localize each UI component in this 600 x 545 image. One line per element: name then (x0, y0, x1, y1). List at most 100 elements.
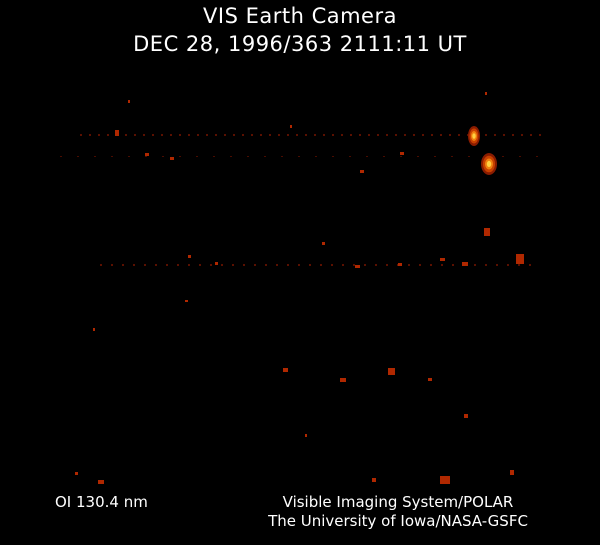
emission-speck (290, 125, 292, 128)
emission-speck (60, 156, 62, 157)
emission-speck (377, 134, 379, 136)
emission-speck (451, 156, 453, 157)
emission-speck (398, 263, 402, 266)
emission-speck (419, 264, 421, 266)
emission-speck (440, 476, 450, 484)
emission-speck (145, 156, 147, 157)
emission-speck (349, 156, 351, 157)
emission-speck (539, 134, 541, 136)
emission-speck (441, 264, 443, 266)
emission-speck (353, 264, 355, 266)
emission-speck (269, 134, 271, 136)
emission-speck (281, 156, 283, 157)
emission-speck (177, 264, 179, 266)
emission-speck (440, 134, 442, 136)
emission-speck (197, 134, 199, 136)
emission-speck (298, 264, 300, 266)
emission-speck (388, 368, 395, 375)
emission-speck (519, 156, 521, 157)
emission-speck (464, 414, 468, 418)
credit-line-1: Visible Imaging System/POLAR (282, 493, 514, 511)
emission-speck (115, 130, 119, 136)
bright-emission-spot (472, 133, 476, 139)
emission-speck (134, 134, 136, 136)
emission-speck (296, 134, 298, 136)
emission-speck (458, 134, 460, 136)
emission-speck (434, 156, 436, 157)
emission-speck (518, 264, 520, 266)
emission-speck (408, 264, 410, 266)
emission-speck (440, 258, 445, 261)
emission-speck (359, 134, 361, 136)
emission-speck (322, 242, 325, 245)
emission-speck (93, 328, 95, 331)
emission-speck (422, 134, 424, 136)
emission-speck (386, 264, 388, 266)
emission-speck (485, 92, 487, 95)
credit-line-2: The University of Iowa/NASA-GSFC (268, 512, 528, 530)
emission-speck (468, 156, 470, 157)
emission-speck (484, 228, 490, 236)
emission-speck (287, 264, 289, 266)
emission-speck (305, 134, 307, 136)
emission-speck (80, 134, 82, 136)
emission-speck (188, 255, 191, 258)
emission-speck (404, 134, 406, 136)
emission-speck (305, 434, 307, 437)
emission-speck (170, 157, 174, 160)
image-title: VIS Earth Camera (203, 4, 397, 28)
emission-speck (413, 134, 415, 136)
emission-speck (298, 156, 300, 157)
emission-speck (386, 134, 388, 136)
emission-speck (314, 134, 316, 136)
emission-speck (341, 134, 343, 136)
emission-speck (98, 134, 100, 136)
emission-speck (512, 134, 514, 136)
image-timestamp: DEC 28, 1996/363 2111:11 UT (133, 32, 467, 56)
emission-speck (199, 264, 201, 266)
filter-wavelength-label: OI 130.4 nm (55, 493, 148, 511)
emission-speck (315, 156, 317, 157)
emission-speck (400, 156, 402, 157)
emission-speck (452, 264, 454, 266)
emission-speck (516, 254, 524, 264)
emission-speck (170, 134, 172, 136)
emission-speck (265, 264, 267, 266)
emission-speck (368, 134, 370, 136)
emission-speck (496, 264, 498, 266)
emission-speck (474, 264, 476, 266)
emission-speck (360, 170, 364, 173)
emission-speck (143, 134, 145, 136)
emission-speck (400, 152, 404, 155)
emission-speck (215, 262, 218, 265)
emission-speck (125, 134, 127, 136)
emission-speck (278, 134, 280, 136)
emission-speck (510, 470, 514, 475)
emission-speck (283, 368, 288, 372)
credit-block: Visible Imaging System/POLAR The Univers… (248, 493, 548, 531)
emission-speck (179, 134, 181, 136)
emission-speck (251, 134, 253, 136)
emission-speck (100, 264, 102, 266)
emission-speck (260, 134, 262, 136)
emission-speck (364, 264, 366, 266)
emission-speck (188, 134, 190, 136)
emission-speck (152, 134, 154, 136)
emission-speck (332, 134, 334, 136)
emission-speck (206, 134, 208, 136)
emission-speck (395, 134, 397, 136)
emission-speck (233, 134, 235, 136)
emission-speck (340, 378, 346, 382)
emission-speck (213, 156, 215, 157)
emission-speck (144, 264, 146, 266)
emission-speck (428, 378, 432, 381)
emission-speck (462, 262, 468, 266)
emission-speck (355, 265, 360, 268)
emission-speck (94, 156, 96, 157)
emission-speck (247, 156, 249, 157)
emission-speck (77, 156, 79, 157)
emission-speck (111, 264, 113, 266)
emission-speck (320, 264, 322, 266)
emission-speck (161, 134, 163, 136)
